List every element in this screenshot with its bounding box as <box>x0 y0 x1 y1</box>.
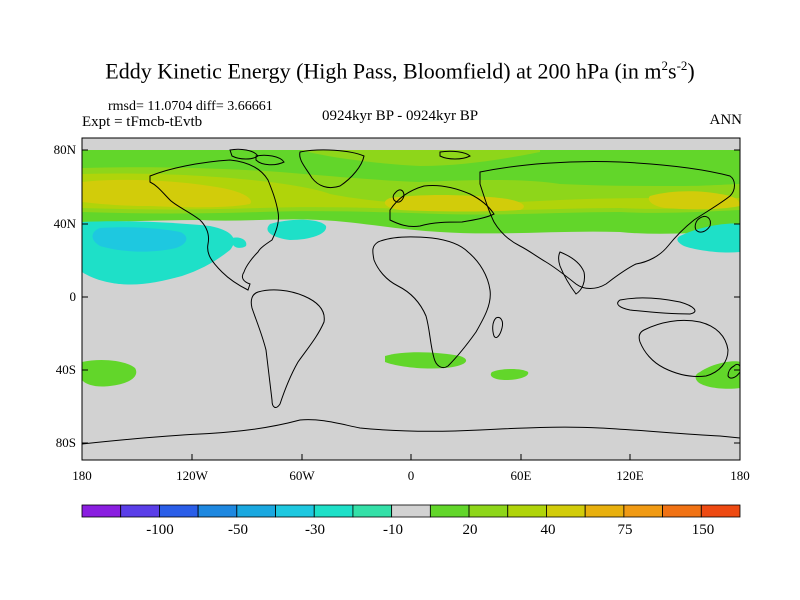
x-label-180e: 180 <box>730 468 750 483</box>
colorbar-label: -50 <box>228 522 248 538</box>
coast-asia <box>479 160 735 289</box>
na-small-cyan <box>231 237 247 248</box>
colorbar-swatch <box>468 504 509 518</box>
pacific-core <box>82 179 251 208</box>
colorbar-swatch <box>352 504 393 518</box>
axis-ticks <box>81 149 741 460</box>
y-label-40n: 40N <box>53 216 76 231</box>
coastlines <box>82 148 740 445</box>
map-field <box>82 138 740 460</box>
sh-green-3 <box>490 369 529 380</box>
x-label-120e: 120E <box>616 468 644 483</box>
colorbar-swatch <box>313 504 354 518</box>
x-label-180w: 180 <box>72 468 92 483</box>
nw-pacific-cyan <box>677 223 740 253</box>
y-label-40s: 40S <box>55 362 76 377</box>
colorbar-label: -10 <box>383 522 403 538</box>
season-label: ANN <box>709 112 743 128</box>
coast-north-america <box>149 159 279 291</box>
coast-uk <box>392 189 405 203</box>
colorbar-swatch <box>700 504 741 518</box>
colorbar-swatch <box>584 504 625 518</box>
colorbar <box>81 504 741 518</box>
sh-green-1 <box>82 360 137 387</box>
colorbar-swatch <box>197 504 238 518</box>
colorbar-swatch <box>159 504 199 518</box>
experiment-label: Expt = tFmcb-tEvtb <box>82 114 203 130</box>
coast-india <box>558 251 585 295</box>
colorbar-label: 40 <box>540 522 556 538</box>
sh-green-2 <box>385 352 467 369</box>
colorbar-swatch <box>391 504 431 518</box>
coast-south-america <box>250 289 325 408</box>
colorbar-swatch <box>507 504 547 518</box>
colorbar-swatch <box>236 504 276 518</box>
colorbar-swatch <box>120 504 160 518</box>
y-label-0: 0 <box>69 289 77 304</box>
y-label-80s: 80S <box>55 435 76 450</box>
y-label-80n: 80N <box>53 142 76 157</box>
coast-new-zealand <box>727 363 740 379</box>
colorbar-swatch <box>662 504 702 518</box>
coast-indonesia <box>617 297 696 315</box>
coast-australia <box>638 319 729 377</box>
north-atlantic-cyan <box>267 219 327 240</box>
north-pacific-cyan-inner <box>92 227 187 252</box>
coast-japan <box>694 215 711 233</box>
sh-green-4 <box>695 361 740 389</box>
coast-arctic-islands <box>229 148 471 166</box>
x-label-60e: 60E <box>510 468 532 483</box>
colorbar-label: -30 <box>305 522 325 538</box>
colorbar-swatch <box>623 504 663 518</box>
x-label-60w: 60W <box>289 468 315 483</box>
colorbar-label: -100 <box>146 522 174 538</box>
stats-text: rmsd= 11.0704 diff= 3.66661 <box>108 99 273 114</box>
x-label-0: 0 <box>407 468 415 483</box>
coast-greenland <box>299 149 365 189</box>
plot-title: Eddy Kinetic Energy (High Pass, Bloomfie… <box>105 58 695 84</box>
colorbar-swatch <box>81 504 122 518</box>
colorbar-label: 20 <box>462 522 478 538</box>
period-label: 0924kyr BP - 0924kyr BP <box>321 108 479 124</box>
colorbar-label: 75 <box>617 522 633 538</box>
colorbar-swatch <box>275 504 315 518</box>
colorbar-swatch <box>546 504 586 518</box>
coast-antarctica <box>82 419 740 445</box>
x-label-120w: 120W <box>176 468 208 483</box>
coast-africa <box>372 236 491 369</box>
coast-madagascar <box>492 317 503 339</box>
colorbar-swatch <box>429 504 470 518</box>
coast-europe <box>389 185 495 227</box>
colorbar-label: 150 <box>691 522 715 538</box>
